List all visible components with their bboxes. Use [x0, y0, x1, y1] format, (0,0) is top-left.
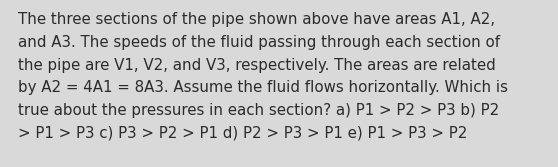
- Text: > P1 > P3 c) P3 > P2 > P1 d) P2 > P3 > P1 e) P1 > P3 > P2: > P1 > P3 c) P3 > P2 > P1 d) P2 > P3 > P…: [18, 126, 468, 141]
- Text: true about the pressures in each section? a) P1 > P2 > P3 b) P2: true about the pressures in each section…: [18, 103, 499, 118]
- Text: the pipe are V1, V2, and V3, respectively. The areas are related: the pipe are V1, V2, and V3, respectivel…: [18, 58, 496, 73]
- Text: by A2 = 4A1 = 8A3. Assume the fluid flows horizontally. Which is: by A2 = 4A1 = 8A3. Assume the fluid flow…: [18, 80, 508, 95]
- Text: The three sections of the pipe shown above have areas A1, A2,: The three sections of the pipe shown abo…: [18, 12, 495, 27]
- Text: and A3. The speeds of the fluid passing through each section of: and A3. The speeds of the fluid passing …: [18, 35, 500, 50]
